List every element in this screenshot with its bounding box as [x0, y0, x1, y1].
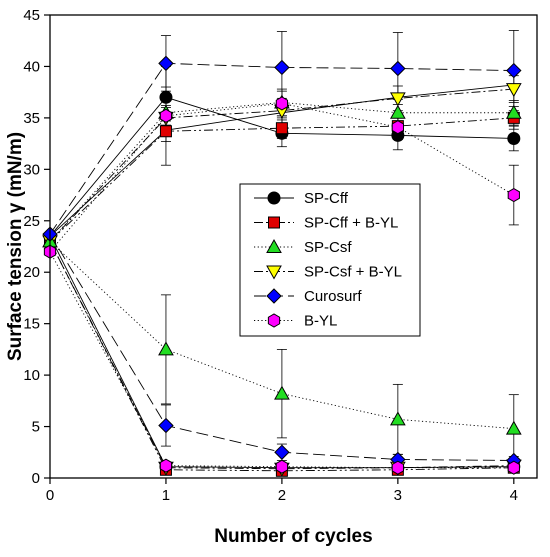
- y-tick-label: 5: [32, 419, 40, 436]
- x-tick-label: 1: [162, 487, 170, 504]
- data-point: [505, 104, 522, 119]
- legend-marker: [267, 191, 281, 205]
- legend-label: Curosurf: [304, 288, 362, 305]
- data-point: [159, 90, 173, 104]
- data-point: [159, 458, 173, 473]
- legend-marker: [268, 216, 280, 229]
- data-point: [390, 104, 406, 119]
- data-point: [391, 460, 404, 475]
- legend: SP-Cff SP-Cff + B-YL SP-Csf SP-Csf + B-YL Cu…: [239, 183, 421, 337]
- y-tick-label: 35: [23, 110, 40, 127]
- data-point: [506, 62, 522, 79]
- series-line-max: [49, 117, 514, 242]
- x-tick-label: 4: [510, 487, 518, 504]
- legend-label: SP-Csf + B-YL: [304, 264, 402, 281]
- y-axis-title: Surface tension γ (mN/m): [5, 132, 26, 361]
- data-point: [390, 92, 406, 107]
- axes-layer: 0 5 10 15 20 25 30 35 40 45 0 1 2 3 4: [23, 7, 518, 504]
- data-point: [158, 417, 174, 434]
- series-line-max: [49, 62, 514, 235]
- y-tick-label: 20: [23, 264, 40, 281]
- data-point: [390, 60, 406, 77]
- data-point: [158, 341, 174, 356]
- legend-label: SP-Cff: [304, 190, 349, 207]
- data-point: [159, 125, 172, 138]
- data-point: [274, 59, 290, 76]
- legend-box: [239, 183, 421, 337]
- data-point: [505, 420, 522, 435]
- y-tick-label: 0: [32, 470, 40, 487]
- data-point: [391, 120, 404, 135]
- data-point: [275, 122, 288, 135]
- legend-marker: [267, 313, 281, 328]
- data-point: [507, 131, 521, 145]
- data-point: [505, 83, 522, 98]
- data-point: [274, 385, 290, 400]
- legend-marker: [266, 265, 282, 280]
- data-point: [158, 55, 174, 72]
- y-tick-label: 30: [23, 161, 40, 178]
- data-point: [275, 459, 289, 474]
- x-tick-label: 2: [278, 487, 286, 504]
- y-tick-label: 25: [23, 213, 40, 230]
- data-point: [159, 108, 173, 123]
- y-tick-label: 15: [23, 316, 40, 333]
- y-tick-label: 10: [23, 367, 40, 384]
- x-tick-label: 3: [394, 487, 402, 504]
- legend-marker: [266, 238, 282, 253]
- x-axis-title: Number of cycles: [214, 526, 372, 547]
- data-point: [507, 460, 520, 475]
- legend-marker: [266, 288, 282, 304]
- x-tick-label: 0: [46, 487, 54, 504]
- data-point: [274, 444, 290, 460]
- plot-frame: [49, 14, 538, 479]
- legend-label: B-YL: [304, 313, 337, 330]
- legend-label: SP-Cff + B-YL: [304, 215, 398, 232]
- data-point: [390, 411, 406, 426]
- y-tick-label: 40: [23, 58, 40, 75]
- series-line-max: [49, 103, 515, 252]
- legend-label: SP-Csf: [304, 239, 352, 256]
- data-point: [275, 96, 289, 111]
- y-tick-label: 45: [23, 7, 40, 24]
- data-point: [507, 187, 520, 203]
